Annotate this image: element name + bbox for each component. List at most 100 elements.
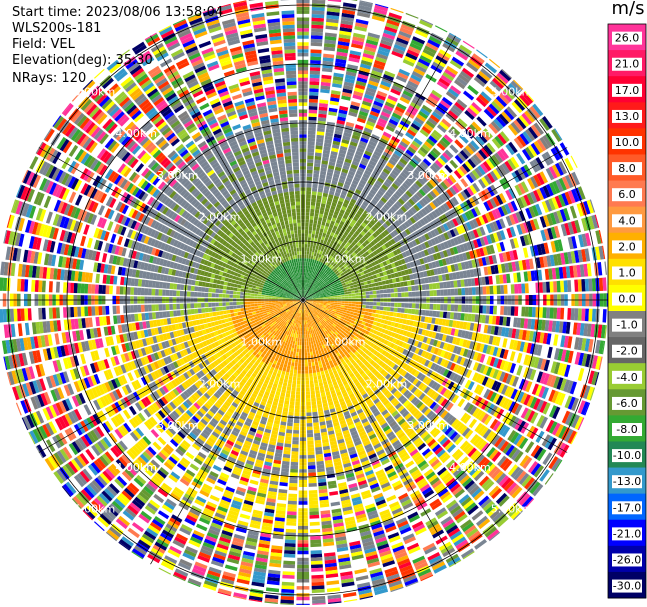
range-gate [323, 240, 327, 245]
range-gate [384, 26, 398, 34]
range-gate [343, 81, 354, 87]
range-gate [303, 324, 306, 328]
range-gate [454, 182, 463, 192]
range-gate [307, 141, 315, 146]
range-gate [305, 391, 311, 395]
range-gate [309, 376, 314, 381]
range-gate [306, 272, 308, 277]
range-gate [403, 281, 408, 287]
range-gate [345, 283, 350, 287]
range-gate [402, 193, 410, 201]
range-gate [598, 230, 603, 244]
range-gate [327, 0, 342, 3]
range-gate [449, 85, 462, 95]
range-gate [386, 307, 391, 312]
range-gate [442, 71, 455, 82]
range-gate [320, 275, 324, 279]
range-gate [306, 408, 312, 413]
range-gate [475, 135, 485, 146]
range-gate [516, 352, 523, 364]
range-gate [307, 437, 314, 441]
range-gate [369, 110, 380, 118]
range-gate [316, 198, 322, 203]
range-gate [581, 308, 586, 321]
range-gate [327, 285, 332, 288]
range-gate [407, 226, 414, 234]
range-gate [304, 247, 307, 252]
range-gate [428, 135, 438, 144]
range-gate [288, 411, 294, 416]
range-gate [305, 226, 309, 230]
range-gate [406, 280, 412, 286]
range-gate [421, 234, 427, 242]
range-gate [561, 192, 569, 206]
range-gate [341, 91, 352, 98]
range-gate [313, 170, 320, 175]
range-gate [555, 162, 564, 176]
range-gate [471, 259, 477, 268]
range-gate [310, 205, 315, 210]
range-gate [298, 359, 302, 364]
range-gate [498, 193, 507, 204]
range-gate [488, 123, 499, 134]
range-gate [360, 103, 371, 111]
range-gate [324, 274, 329, 279]
range-gate [551, 164, 561, 178]
range-gate [403, 203, 410, 211]
range-gate [332, 198, 338, 204]
range-gate [308, 233, 312, 238]
range-gate [284, 543, 296, 548]
range-gate [366, 295, 370, 299]
range-gate [311, 578, 324, 583]
range-gate [307, 247, 310, 252]
range-gate [415, 212, 422, 220]
range-gate [554, 195, 563, 209]
range-gate [376, 90, 388, 98]
range-gate [312, 0, 326, 4]
range-gate [337, 268, 342, 273]
range-gate [358, 207, 365, 213]
range-gate [286, 518, 297, 523]
range-gate [307, 272, 310, 277]
range-gate [353, 224, 359, 230]
range-gate [304, 294, 308, 298]
range-gate [310, 528, 321, 533]
range-gate [317, 188, 324, 193]
range-gate [353, 284, 358, 288]
range-gate [308, 265, 311, 270]
range-gate [340, 266, 345, 270]
range-gate [417, 244, 424, 251]
range-gate [317, 288, 321, 291]
range-gate [384, 236, 390, 242]
range-gate [339, 149, 347, 155]
range-gate [283, 564, 295, 569]
range-gate [553, 211, 561, 224]
range-gate [335, 218, 341, 224]
range-gate [454, 101, 465, 112]
range-gate [307, 458, 316, 463]
range-gate [419, 218, 426, 226]
range-gate [372, 265, 378, 271]
range-gate [368, 140, 377, 147]
range-gate [334, 169, 341, 175]
range-gate [505, 251, 512, 262]
range-gate [333, 133, 342, 139]
range-gate [313, 267, 317, 272]
range-gate [314, 443, 322, 448]
range-gate [376, 264, 381, 269]
range-gate [372, 309, 377, 314]
range-gate [311, 6, 325, 12]
range-gate [355, 150, 364, 157]
range-gate [424, 195, 432, 203]
range-gate [428, 179, 437, 188]
range-gate [379, 187, 387, 194]
range-gate [520, 196, 528, 208]
range-gate [361, 222, 367, 228]
range-gate [465, 145, 475, 155]
range-gate [312, 283, 316, 287]
range-gate [334, 192, 341, 197]
range-gate [340, 171, 348, 177]
range-gate [305, 384, 310, 388]
range-gate [418, 210, 425, 218]
range-gate [326, 295, 331, 297]
